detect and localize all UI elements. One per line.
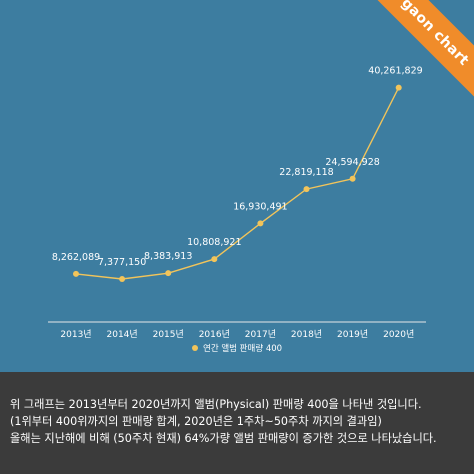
x-tick-label: 2014년 [107,329,138,340]
legend-marker [192,345,198,351]
data-label: 10,808,921 [187,237,241,248]
x-tick-label: 2017년 [245,329,276,340]
data-label: 40,261,829 [368,66,422,77]
caption-line-3: 올해는 지난해에 비해 (50주차 현재) 64%가량 앨범 판매량이 증가한 … [10,432,437,445]
caption-box: 위 그래프는 2013년부터 2020년까지 앨범(Physical) 판매량 … [0,372,474,474]
data-point [211,256,218,263]
data-label: 16,930,491 [233,201,287,212]
x-tick-label: 2013년 [60,329,91,340]
data-label: 7,377,150 [98,257,146,268]
data-point [395,84,402,91]
x-tick-label: 2019년 [337,329,368,340]
data-point [165,270,172,277]
caption-line-1: 위 그래프는 2013년부터 2020년까지 앨범(Physical) 판매량 … [10,398,422,411]
data-point [349,175,356,182]
x-tick-label: 2018년 [291,329,322,340]
data-point [257,220,264,227]
data-label: 8,262,089 [52,252,100,263]
data-label: 22,819,118 [279,167,333,178]
x-tick-label: 2016년 [199,329,230,340]
data-label: 24,594,928 [325,157,379,168]
data-point [73,270,79,277]
x-tick-label: 2020년 [383,329,414,340]
data-point [119,276,126,283]
chart-area: 8,262,089 7,377,150 8,383,913 10,808,921 16,… [48,0,474,354]
series-line [75,87,400,280]
data-label: 8,383,913 [144,251,192,262]
data-point [303,186,310,193]
legend-label: 연간 앨범 판매량 400 [203,343,282,354]
x-tick-label: 2015년 [153,329,184,340]
caption-line-2: (1위부터 400위까지의 판매량 합계, 2020년은 1주차~50주차 까지… [10,415,382,428]
